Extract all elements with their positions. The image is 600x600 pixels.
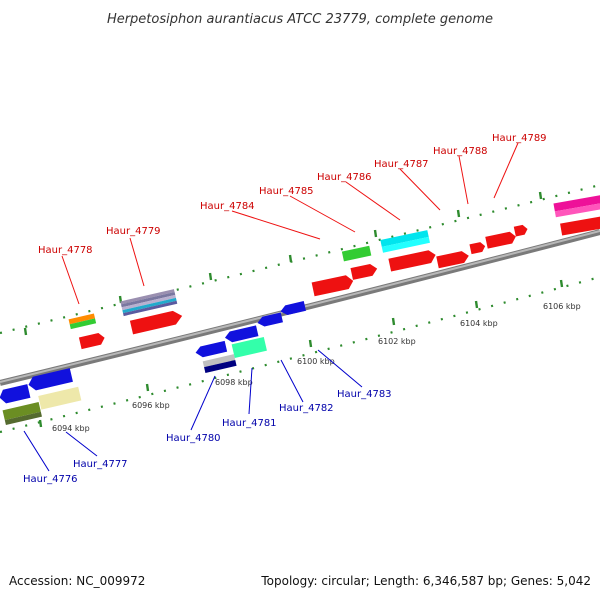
- gene-feature[interactable]: [2, 402, 41, 421]
- scale-tick-label: 6098 kbp: [215, 378, 253, 387]
- gene-feature[interactable]: [4, 411, 42, 425]
- gene-feature[interactable]: [202, 354, 236, 368]
- gene-label[interactable]: Haur_4787: [374, 159, 429, 170]
- gene-feature[interactable]: [129, 309, 184, 335]
- gene-feature[interactable]: [224, 325, 259, 343]
- upper-labels: Haur_4778 Haur_4779 Haur_4784 Haur_4785 …: [38, 133, 547, 256]
- gene-feature[interactable]: [513, 224, 529, 237]
- gene-label[interactable]: Haur_4780: [166, 433, 221, 444]
- gene-feature[interactable]: [485, 231, 517, 249]
- gene-feature[interactable]: [120, 289, 175, 305]
- gene-label[interactable]: Haur_4785: [259, 186, 314, 197]
- gene-label[interactable]: Haur_4783: [337, 389, 392, 400]
- scale-tick-label: 6104 kbp: [460, 319, 498, 328]
- gene-feature[interactable]: [381, 236, 430, 253]
- gene-feature[interactable]: [380, 230, 429, 247]
- gene-feature[interactable]: [27, 368, 73, 392]
- scale-tick-label: 6102 kbp: [378, 337, 416, 346]
- gene-feature[interactable]: [436, 250, 470, 269]
- scale-tick-label: 6100 kbp: [297, 357, 335, 366]
- gene-feature[interactable]: [256, 312, 283, 328]
- gene-label[interactable]: Haur_4786: [317, 172, 372, 183]
- gene-feature[interactable]: [341, 245, 372, 262]
- gene-feature[interactable]: [231, 336, 267, 359]
- gene-feature[interactable]: [121, 294, 176, 311]
- gene-feature[interactable]: [69, 318, 97, 330]
- gene-feature[interactable]: [554, 203, 600, 218]
- gene-feature[interactable]: [123, 300, 178, 317]
- scale-tick-label: 6106 kbp: [543, 302, 581, 311]
- forward-features: [68, 195, 600, 350]
- gene-feature[interactable]: [0, 384, 31, 404]
- gene-feature[interactable]: [120, 292, 176, 308]
- map-title: Herpetosiphon aurantiacus ATCC 23779, co…: [107, 12, 493, 27]
- gene-feature[interactable]: [122, 297, 177, 314]
- lower-leaders: [23, 349, 363, 472]
- gene-label[interactable]: Haur_4784: [200, 201, 255, 212]
- gene-feature[interactable]: [38, 386, 82, 410]
- scale-tick-label: 6094 kbp: [52, 424, 90, 433]
- gene-label[interactable]: Haur_4776: [23, 474, 78, 485]
- scale-tick-label: 6096 kbp: [132, 401, 170, 410]
- gene-label[interactable]: Haur_4781: [222, 418, 277, 429]
- lower-labels: Haur_4776 Haur_4777 Haur_4780 Haur_4781 …: [23, 389, 392, 485]
- gene-label[interactable]: Haur_4779: [106, 226, 161, 237]
- gene-label[interactable]: Haur_4788: [433, 146, 488, 157]
- gene-feature[interactable]: [469, 241, 486, 255]
- gene-feature[interactable]: [78, 332, 106, 350]
- gene-feature[interactable]: [350, 263, 378, 280]
- scale-labels: 6094 kbp 6096 kbp 6098 kbp 6100 kbp 6102…: [52, 302, 581, 433]
- gene-label[interactable]: Haur_4789: [492, 133, 547, 144]
- gene-feature[interactable]: [279, 301, 306, 316]
- gene-feature[interactable]: [311, 274, 355, 297]
- gene-feature[interactable]: [388, 249, 437, 272]
- gene-feature[interactable]: [204, 359, 237, 374]
- gene-label[interactable]: Haur_4778: [38, 245, 93, 256]
- genome-summary: Topology: circular; Length: 6,346,587 bp…: [260, 574, 591, 588]
- gene-feature[interactable]: [553, 195, 600, 212]
- upper-leaders: [61, 142, 519, 305]
- gene-feature[interactable]: [68, 313, 96, 325]
- gene-feature[interactable]: [560, 215, 600, 236]
- gene-label[interactable]: Haur_4782: [279, 403, 334, 414]
- reverse-features: [0, 301, 306, 425]
- gene-label[interactable]: Haur_4777: [73, 459, 128, 470]
- gene-feature[interactable]: [194, 340, 228, 359]
- accession-text: Accession: NC_009972: [9, 574, 145, 588]
